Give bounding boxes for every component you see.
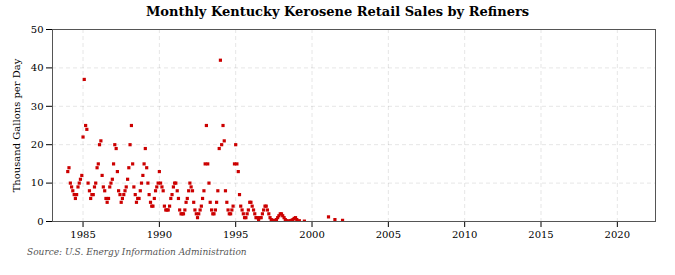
svg-text:40: 40 <box>31 62 44 73</box>
svg-text:30: 30 <box>31 101 44 112</box>
svg-text:2010: 2010 <box>452 229 477 240</box>
svg-text:Thousand Gallons per Day: Thousand Gallons per Day <box>11 58 22 192</box>
html-text:Monthly Kentucky Kerosene Reta: Monthly Kentucky Kerosene Retail Sales b… <box>145 4 530 19</box>
svg-text:2020: 2020 <box>605 229 630 240</box>
svg-text:2005: 2005 <box>376 229 401 240</box>
svg-text:1995: 1995 <box>223 229 248 240</box>
svg-text:2015: 2015 <box>528 229 553 240</box>
svg-text:0: 0 <box>37 216 43 227</box>
svg-text:2000: 2000 <box>299 229 324 240</box>
svg-text:1985: 1985 <box>70 229 95 240</box>
svg-text:50: 50 <box>31 24 44 35</box>
svg-text:1990: 1990 <box>147 229 172 240</box>
svg-text:10: 10 <box>31 177 44 188</box>
svg-text:20: 20 <box>31 139 44 150</box>
html-text:Source: U.S. Energy Informatio: Source: U.S. Energy Information Administ… <box>27 247 247 257</box>
